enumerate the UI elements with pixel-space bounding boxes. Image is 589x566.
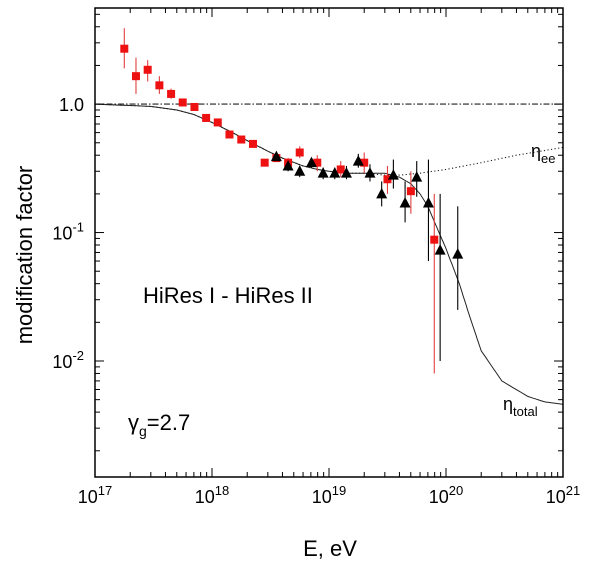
hires1-point: [295, 148, 304, 157]
eta-total-label: ηtotal: [503, 394, 538, 419]
y-tick-label: 10-1: [52, 220, 84, 244]
hires1-point: [360, 158, 369, 167]
hires1-point: [155, 81, 164, 90]
eta-ee-label: ηee: [531, 141, 555, 166]
hires2-point: [399, 196, 411, 208]
hires1-point: [336, 165, 345, 174]
labels-layer: 1017 1018 1019 1020 1021 1.0 10-1 10-2: [52, 95, 580, 507]
gamma-annotation: γg=2.7: [128, 410, 190, 439]
hires1-point: [131, 72, 140, 81]
hires2-point: [411, 171, 423, 182]
hires1-point: [190, 102, 199, 111]
hires2-point: [294, 165, 306, 176]
hires1-point: [383, 175, 392, 184]
hires1-point: [120, 44, 129, 53]
x-tick-label: 1021: [546, 483, 581, 507]
hires2-point: [340, 167, 352, 178]
hires2-point: [422, 196, 434, 208]
curves-layer: [94, 103, 564, 405]
hires1-point: [167, 89, 176, 98]
hires2-point: [329, 167, 341, 178]
hires1-point: [237, 135, 246, 144]
hires2-point: [434, 244, 446, 255]
hires2-point: [305, 156, 317, 168]
hires1-point: [260, 158, 269, 167]
x-tick-label: 1018: [195, 483, 230, 507]
hires2-point: [364, 167, 376, 178]
hires2-point: [352, 155, 364, 166]
hires1-point: [313, 158, 322, 167]
ticks-layer: [94, 8, 564, 477]
hires2-point: [376, 187, 388, 199]
markers-layer: [120, 44, 464, 259]
hires2-point: [282, 159, 294, 171]
hires2-point: [387, 169, 399, 180]
eta-total-symbol: η: [503, 394, 513, 414]
hires2-point: [270, 150, 282, 162]
hires1-point: [143, 65, 152, 74]
y-tick-label: 10-2: [52, 348, 84, 372]
hires1-point: [213, 118, 222, 127]
hires1-point: [248, 139, 257, 148]
hires1-point: [178, 98, 187, 107]
x-axis-title: E, eV: [303, 536, 357, 561]
hires1-point: [202, 113, 211, 122]
hires1-point: [225, 130, 234, 139]
x-tick-label: 1020: [429, 483, 464, 507]
plot-frame: [94, 7, 564, 478]
x-tick-label: 1017: [78, 483, 113, 507]
eta-ee-subscript: ee: [541, 151, 555, 166]
hires2-point: [317, 167, 329, 178]
curve-eta-total: [94, 103, 564, 405]
curve-eta-ee: [94, 103, 564, 176]
hires1-point: [430, 235, 439, 244]
error-bars-layer: [123, 28, 459, 374]
dataset-annotation: HiRes I - HiRes II: [143, 283, 313, 308]
gamma-value: =2.7: [147, 410, 190, 435]
y-tick-label: 1.0: [59, 95, 84, 115]
hires2-point: [452, 248, 464, 259]
gamma-subscript: g: [139, 423, 147, 439]
eta-ee-symbol: η: [531, 141, 541, 161]
gamma-symbol: γ: [128, 410, 139, 435]
y-axis-title: modification factor: [12, 166, 37, 345]
eta-total-subscript: total: [513, 404, 538, 419]
hires1-point: [406, 187, 415, 196]
x-tick-label: 1019: [312, 483, 347, 507]
